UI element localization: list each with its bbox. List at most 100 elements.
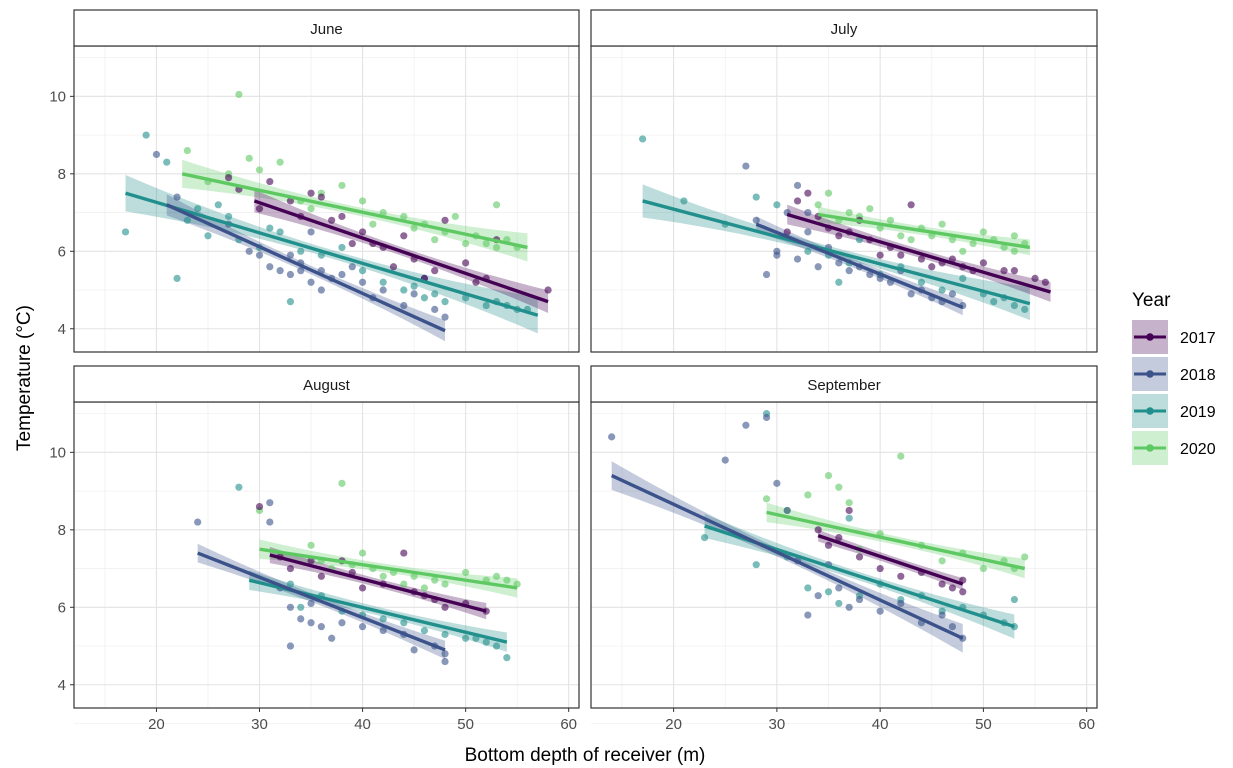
data-point-2019 (266, 224, 274, 232)
data-point-2020 (462, 239, 470, 248)
data-point-2020 (845, 499, 853, 507)
data-point-2020 (979, 228, 988, 236)
data-point-2017 (348, 239, 356, 248)
data-point-2018 (793, 255, 802, 263)
data-point-2020 (183, 146, 191, 155)
data-point-2020 (482, 239, 490, 248)
data-point-2017 (938, 580, 946, 588)
data-point-2020 (379, 208, 387, 217)
data-point-2019 (235, 483, 243, 491)
data-point-2018 (835, 584, 843, 592)
data-point-2018 (307, 228, 315, 236)
data-point-2017 (979, 259, 988, 267)
facet-strip (73, 9, 580, 47)
data-point-2019 (1021, 305, 1029, 313)
data-point-2017 (897, 251, 905, 259)
data-point-2017 (358, 228, 367, 236)
data-point-2017 (959, 588, 967, 596)
facet-title: June (310, 21, 343, 38)
facet-strip (590, 365, 1098, 403)
data-point-2019 (173, 274, 181, 283)
data-point-2018 (358, 278, 367, 286)
panel-september: September 20 30 40 50 60 (590, 365, 1098, 733)
data-point-2020 (410, 572, 418, 580)
data-point-2017 (835, 232, 843, 240)
data-point-2020 (938, 557, 946, 565)
data-point-2019 (400, 286, 408, 294)
data-point-2018 (307, 599, 315, 608)
data-point-2019 (420, 294, 429, 302)
data-point-2020 (451, 212, 459, 221)
data-point-2017 (338, 212, 346, 221)
data-point-2019 (835, 278, 843, 286)
data-point-2017 (441, 216, 449, 224)
data-point-2020 (938, 220, 946, 228)
x-tick-label: 40 (354, 716, 371, 733)
data-point-2020 (1021, 553, 1029, 561)
legend-item-2017: 2017 (1132, 320, 1216, 354)
data-point-2018 (152, 150, 161, 159)
y-tick-label: 6 (58, 243, 66, 260)
data-point-2017 (328, 216, 336, 224)
data-point-2020 (400, 212, 408, 221)
data-point-2018 (752, 216, 760, 224)
data-point-2020 (400, 580, 408, 588)
data-point-2018 (907, 290, 915, 298)
data-point-2017 (1031, 274, 1039, 283)
data-point-2017 (928, 263, 936, 271)
legend-title: Year (1132, 290, 1171, 311)
data-point-2019 (297, 603, 305, 611)
data-point-2020 (307, 205, 315, 213)
data-point-2020 (959, 247, 967, 255)
regression-line-2020 (817, 212, 1031, 250)
data-point-2019 (752, 193, 760, 201)
data-point-2017 (948, 584, 957, 592)
data-point-2019 (503, 654, 511, 662)
data-point-2017 (1010, 267, 1018, 275)
facet-title: August (303, 377, 351, 394)
data-point-2017 (462, 259, 470, 267)
data-point-2018 (814, 263, 822, 271)
data-point-2019 (482, 301, 490, 310)
data-point-2018 (286, 270, 295, 279)
data-point-2018 (441, 650, 449, 658)
y-tick-label: 10 (49, 444, 66, 461)
data-point-2017 (876, 564, 884, 573)
data-point-2018 (328, 634, 336, 642)
facet-title: July (831, 21, 858, 38)
data-point-2017 (224, 174, 233, 182)
data-point-2018 (793, 181, 802, 190)
data-point-2018 (804, 611, 812, 619)
data-point-2019 (482, 638, 490, 646)
data-point-2018 (855, 595, 864, 604)
x-tick-label: 40 (872, 716, 889, 733)
data-point-2018 (286, 642, 295, 650)
data-point-2018 (400, 301, 408, 310)
data-point-2020 (969, 239, 977, 248)
data-point-2020 (907, 236, 915, 244)
data-point-2018 (608, 433, 616, 441)
panel-july: July (590, 9, 1098, 368)
data-point-2018 (379, 286, 387, 294)
data-point-2018 (835, 259, 843, 267)
data-point-2018 (266, 499, 274, 507)
data-point-2019 (420, 626, 429, 635)
data-point-2018 (276, 267, 284, 275)
data-point-2018 (266, 263, 274, 271)
panel-august: August 4 6 8 10 20 30 40 50 60 (49, 365, 580, 733)
data-point-2017 (472, 278, 480, 286)
regression-line-2018 (610, 474, 964, 640)
data-point-2020 (866, 205, 874, 213)
data-point-2018 (255, 251, 264, 259)
data-point-2020 (1010, 232, 1018, 240)
data-point-2019 (214, 201, 222, 209)
data-point-2020 (307, 541, 315, 549)
data-point-2017 (855, 553, 864, 561)
y-tick-label: 8 (58, 522, 66, 539)
data-point-2020 (814, 201, 822, 209)
data-point-2020 (948, 236, 957, 244)
regression-line-2017 (817, 534, 964, 586)
data-point-2017 (431, 267, 439, 275)
x-tick-label: 50 (457, 716, 474, 733)
data-point-2017 (845, 506, 853, 515)
